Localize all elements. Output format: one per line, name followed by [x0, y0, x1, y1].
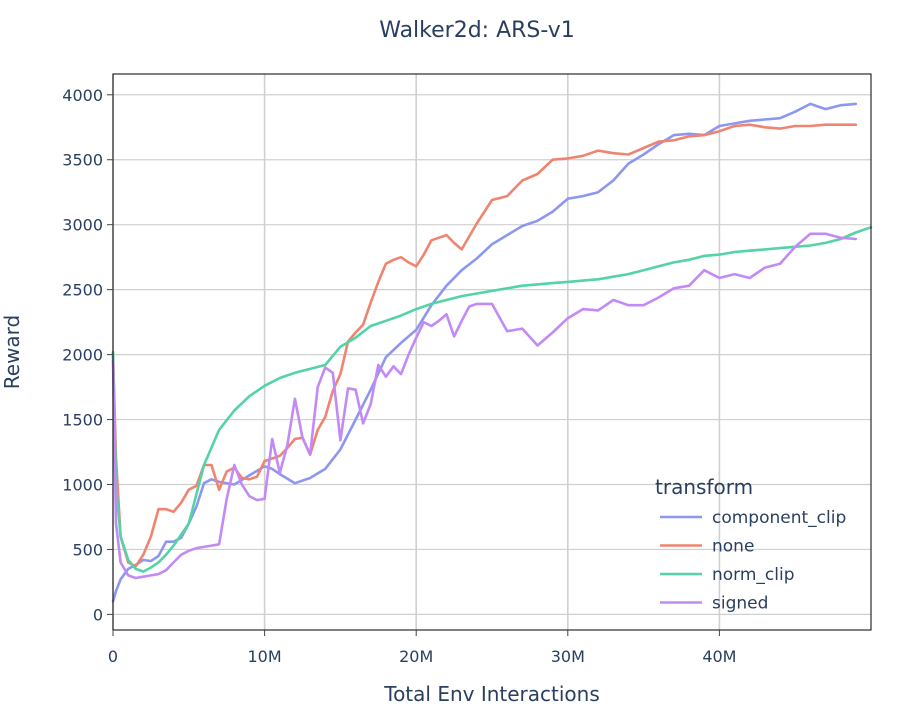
x-tick-label-2: 20M — [399, 647, 433, 666]
series-line-signed — [111, 232, 858, 580]
series-line-none — [111, 123, 858, 568]
x-tick-label-4: 40M — [702, 647, 736, 666]
legend-label-signed: signed — [712, 594, 768, 614]
series-lines — [111, 102, 873, 603]
legend-label-component-clip: component_clip — [712, 508, 846, 528]
series-line-norm-clip — [111, 226, 873, 573]
plot-frame — [112, 73, 872, 631]
y-axis-title: Reward — [0, 315, 24, 389]
chart-title: Walker2d: ARS-v1 — [379, 18, 575, 43]
y-tick-label-1: 500 — [72, 540, 103, 559]
plot-area — [113, 74, 871, 630]
legend-title: transform — [655, 475, 753, 499]
y-tick-label-3: 1500 — [62, 411, 103, 430]
y-tick-label-7: 3500 — [62, 151, 103, 170]
y-tick-label-5: 2500 — [62, 281, 103, 300]
y-axis-ticks: 0 500 1000 1500 2000 2500 3000 3500 4000 — [62, 86, 113, 624]
y-tick-label-4: 2000 — [62, 346, 103, 365]
y-tick-label-6: 3000 — [62, 216, 103, 235]
x-tick-label-0: 0 — [108, 647, 118, 666]
x-tick-label-3: 30M — [551, 647, 585, 666]
y-tick-label-2: 1000 — [62, 476, 103, 495]
x-tick-label-1: 10M — [248, 647, 282, 666]
x-axis-title: Total Env Interactions — [383, 682, 600, 706]
y-tick-label-8: 4000 — [62, 86, 103, 105]
y-tick-label-0: 0 — [93, 605, 103, 624]
legend-label-none: none — [712, 537, 754, 557]
legend-label-norm-clip: norm_clip — [712, 565, 795, 585]
x-axis-ticks: 0 10M 20M 30M 40M — [108, 630, 736, 666]
